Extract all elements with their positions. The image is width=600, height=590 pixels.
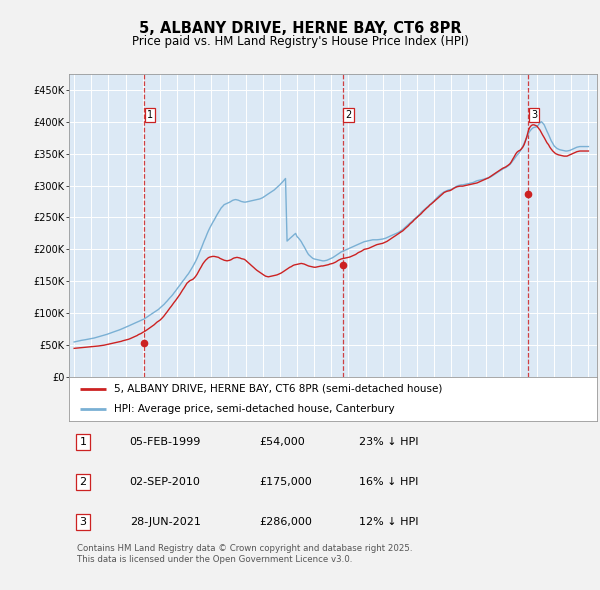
Text: 3: 3 (80, 517, 86, 527)
Text: 16% ↓ HPI: 16% ↓ HPI (359, 477, 419, 487)
Text: £175,000: £175,000 (259, 477, 312, 487)
Text: 2: 2 (346, 110, 352, 120)
Text: 3: 3 (531, 110, 537, 120)
Text: 1: 1 (80, 437, 86, 447)
Text: 1: 1 (147, 110, 153, 120)
Text: 28-JUN-2021: 28-JUN-2021 (130, 517, 200, 527)
Text: Price paid vs. HM Land Registry's House Price Index (HPI): Price paid vs. HM Land Registry's House … (131, 35, 469, 48)
Text: HPI: Average price, semi-detached house, Canterbury: HPI: Average price, semi-detached house,… (114, 404, 395, 414)
Text: £286,000: £286,000 (259, 517, 312, 527)
Text: 12% ↓ HPI: 12% ↓ HPI (359, 517, 419, 527)
Text: 2: 2 (80, 477, 86, 487)
Text: 05-FEB-1999: 05-FEB-1999 (130, 437, 201, 447)
Text: £54,000: £54,000 (259, 437, 305, 447)
Text: 5, ALBANY DRIVE, HERNE BAY, CT6 8PR: 5, ALBANY DRIVE, HERNE BAY, CT6 8PR (139, 21, 461, 35)
Text: 02-SEP-2010: 02-SEP-2010 (130, 477, 200, 487)
Text: 5, ALBANY DRIVE, HERNE BAY, CT6 8PR (semi-detached house): 5, ALBANY DRIVE, HERNE BAY, CT6 8PR (sem… (114, 384, 442, 394)
Text: Contains HM Land Registry data © Crown copyright and database right 2025.
This d: Contains HM Land Registry data © Crown c… (77, 545, 412, 564)
Text: 23% ↓ HPI: 23% ↓ HPI (359, 437, 419, 447)
